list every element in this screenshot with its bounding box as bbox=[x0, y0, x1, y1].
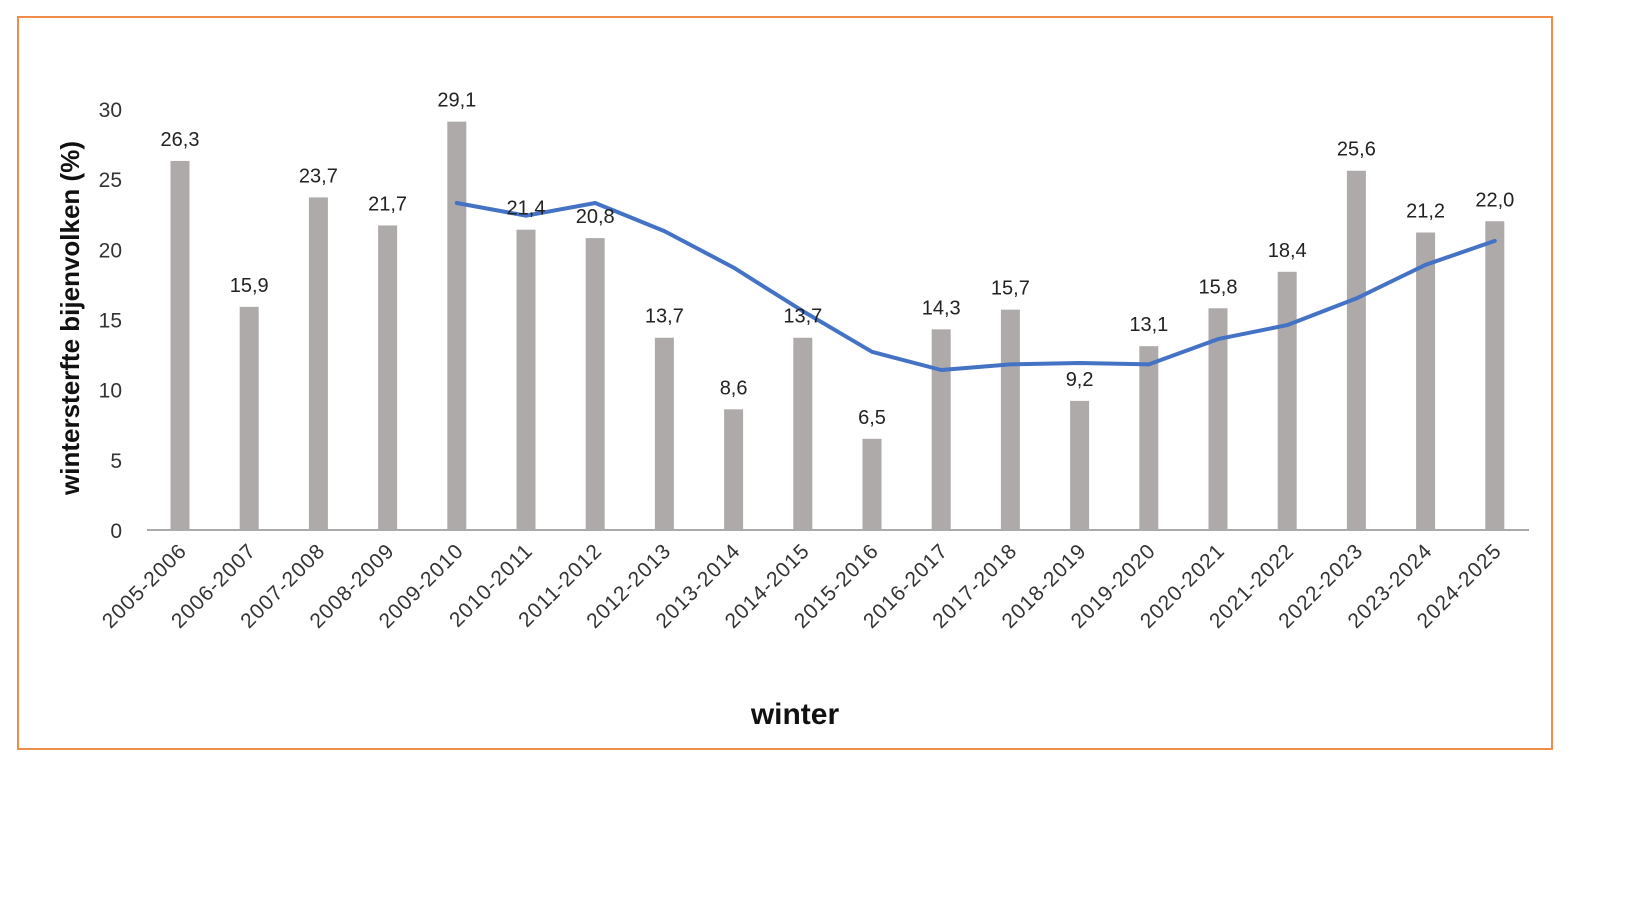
data-label: 9,2 bbox=[1066, 369, 1094, 391]
bar bbox=[654, 337, 674, 530]
bar bbox=[724, 409, 744, 530]
data-label: 15,9 bbox=[230, 275, 269, 297]
data-label: 21,4 bbox=[507, 198, 546, 220]
bar bbox=[170, 160, 190, 530]
bar bbox=[1277, 271, 1297, 530]
bar bbox=[239, 306, 259, 530]
bar bbox=[447, 121, 467, 530]
bar bbox=[308, 197, 328, 530]
bar bbox=[585, 238, 605, 530]
x-axis-ticks: 2005-20062006-20072007-20082008-20092009… bbox=[98, 539, 1506, 633]
bar bbox=[793, 337, 813, 530]
y-axis-title: wintersterfte bijenvolken (%) bbox=[55, 141, 85, 496]
data-label: 8,6 bbox=[720, 377, 748, 399]
y-tick-label: 20 bbox=[99, 239, 122, 262]
data-label: 29,1 bbox=[437, 90, 476, 112]
bar bbox=[1208, 308, 1228, 530]
data-label: 13,1 bbox=[1129, 314, 1168, 336]
trend-line bbox=[454, 201, 1497, 372]
data-label: 22,0 bbox=[1475, 189, 1514, 211]
data-label: 13,7 bbox=[783, 306, 822, 328]
y-tick-label: 10 bbox=[99, 380, 122, 403]
bar bbox=[1000, 309, 1020, 530]
bar bbox=[862, 438, 882, 530]
chart-frame: 0 5 10 15 20 25 30 26,3 15,9 23,7 21,7 29,1 21,4 20,… bbox=[17, 16, 1553, 750]
data-label: 20,8 bbox=[576, 206, 615, 228]
data-label: 6,5 bbox=[858, 407, 886, 429]
bar bbox=[516, 229, 536, 531]
y-tick-label: 0 bbox=[110, 520, 122, 543]
bar bbox=[931, 329, 951, 530]
data-label: 26,3 bbox=[161, 129, 200, 151]
bar bbox=[1346, 170, 1366, 530]
data-label: 25,6 bbox=[1337, 139, 1376, 161]
y-tick-label: 15 bbox=[99, 310, 122, 333]
data-label: 18,4 bbox=[1268, 240, 1307, 262]
data-label: 15,7 bbox=[991, 278, 1030, 300]
data-label: 23,7 bbox=[299, 165, 338, 187]
x-axis-title: winter bbox=[750, 698, 840, 731]
y-tick-label: 25 bbox=[99, 169, 122, 192]
y-axis-ticks: 0 5 10 15 20 25 30 bbox=[99, 99, 122, 543]
bar bbox=[1416, 232, 1436, 530]
bar bbox=[1070, 400, 1090, 530]
bars bbox=[170, 121, 1505, 531]
bar bbox=[1485, 221, 1505, 530]
data-label: 21,7 bbox=[368, 193, 407, 215]
data-label: 13,7 bbox=[645, 306, 684, 328]
bar bbox=[378, 225, 398, 530]
data-label: 21,2 bbox=[1406, 200, 1445, 222]
y-tick-label: 5 bbox=[110, 450, 122, 473]
data-labels: 26,3 15,9 23,7 21,7 29,1 21,4 20,8 13,7 8,6 13,7 6… bbox=[161, 90, 1515, 429]
data-label: 14,3 bbox=[922, 297, 961, 319]
bee-winter-mortality-chart: 0 5 10 15 20 25 30 26,3 15,9 23,7 21,7 29,1 21,4 20,… bbox=[55, 90, 1529, 731]
y-tick-label: 30 bbox=[99, 99, 122, 122]
data-label: 15,8 bbox=[1199, 276, 1238, 298]
bar bbox=[1139, 346, 1159, 530]
